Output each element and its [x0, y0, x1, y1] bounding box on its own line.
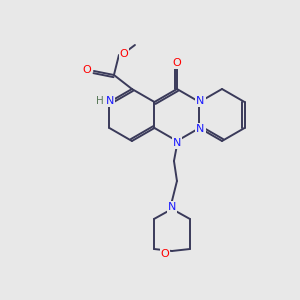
Text: O: O — [82, 65, 91, 75]
Text: O: O — [172, 58, 181, 68]
Text: N: N — [196, 124, 205, 134]
Text: N: N — [173, 138, 181, 148]
Text: N: N — [168, 202, 176, 212]
Text: O: O — [160, 249, 169, 259]
Text: H: H — [95, 96, 103, 106]
Text: N: N — [196, 96, 205, 106]
Text: O: O — [120, 49, 128, 59]
Text: N: N — [106, 96, 115, 106]
